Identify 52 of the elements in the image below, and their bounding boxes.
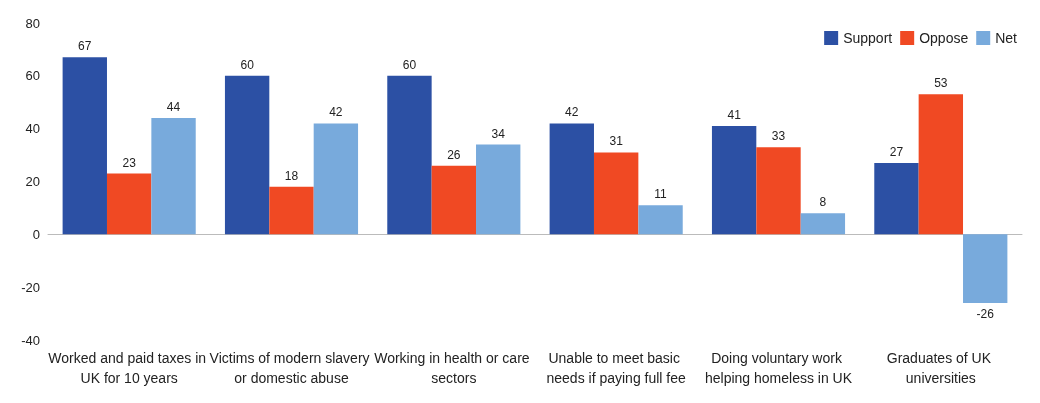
- data-label: 31: [609, 134, 624, 149]
- data-label: 8: [819, 195, 827, 210]
- y-tick-label: 40: [25, 121, 40, 137]
- bar: [476, 144, 521, 235]
- y-tick-label: 60: [25, 68, 40, 84]
- bar: [269, 186, 314, 235]
- x-tick-label: Victims of modern slavery or domestic abuse: [209, 350, 374, 386]
- y-tick-label: 20: [25, 174, 40, 189]
- data-label: 67: [78, 39, 92, 54]
- x-tick-label: Doing voluntary work helping homeless in UK: [704, 350, 853, 386]
- data-label: 18: [284, 168, 299, 183]
- x-tick-label: Graduates of UK universities: [886, 350, 995, 386]
- bar: [638, 205, 683, 235]
- bar: [593, 152, 639, 235]
- x-tick-label: Worked and paid taxes in UK for 10 years: [48, 350, 210, 386]
- x-tick-label: Working in health or care sectors: [374, 350, 534, 386]
- bar: [549, 123, 594, 235]
- data-label: 42: [565, 105, 579, 120]
- y-tick-label: -40: [21, 332, 40, 348]
- data-label: 41: [727, 108, 742, 123]
- bar: [313, 123, 359, 235]
- bar: [711, 126, 757, 235]
- data-label: 53: [934, 76, 948, 91]
- data-label: 44: [166, 100, 181, 115]
- data-label: 34: [491, 126, 506, 141]
- data-label: 23: [122, 155, 137, 170]
- y-tick-label: 80: [25, 15, 40, 31]
- y-tick-label: -20: [21, 279, 40, 295]
- bar: [756, 147, 801, 235]
- data-label: 11: [654, 187, 668, 202]
- bar: [224, 75, 270, 235]
- bar: [106, 173, 152, 235]
- data-label: 33: [771, 129, 786, 144]
- data-label: 27: [889, 145, 904, 160]
- bar: [800, 213, 846, 235]
- legend-label: Net: [995, 30, 1018, 46]
- y-tick-label: 0: [32, 226, 40, 242]
- bar: [874, 163, 919, 235]
- data-label: 60: [402, 57, 417, 72]
- bar: [387, 75, 432, 235]
- data-label: 42: [329, 105, 343, 120]
- bar: [963, 234, 1008, 304]
- data-label: -26: [976, 307, 995, 322]
- x-tick-label: Unable to meet basic needs if paying full fee: [546, 350, 687, 386]
- data-label: 26: [447, 147, 461, 162]
- legend-label: Oppose: [919, 30, 969, 46]
- bar: [62, 57, 107, 235]
- bar: [151, 118, 196, 235]
- bar: [918, 94, 964, 235]
- bar: [431, 165, 477, 235]
- legend-label: Support: [843, 30, 893, 46]
- data-label: 60: [240, 57, 255, 72]
